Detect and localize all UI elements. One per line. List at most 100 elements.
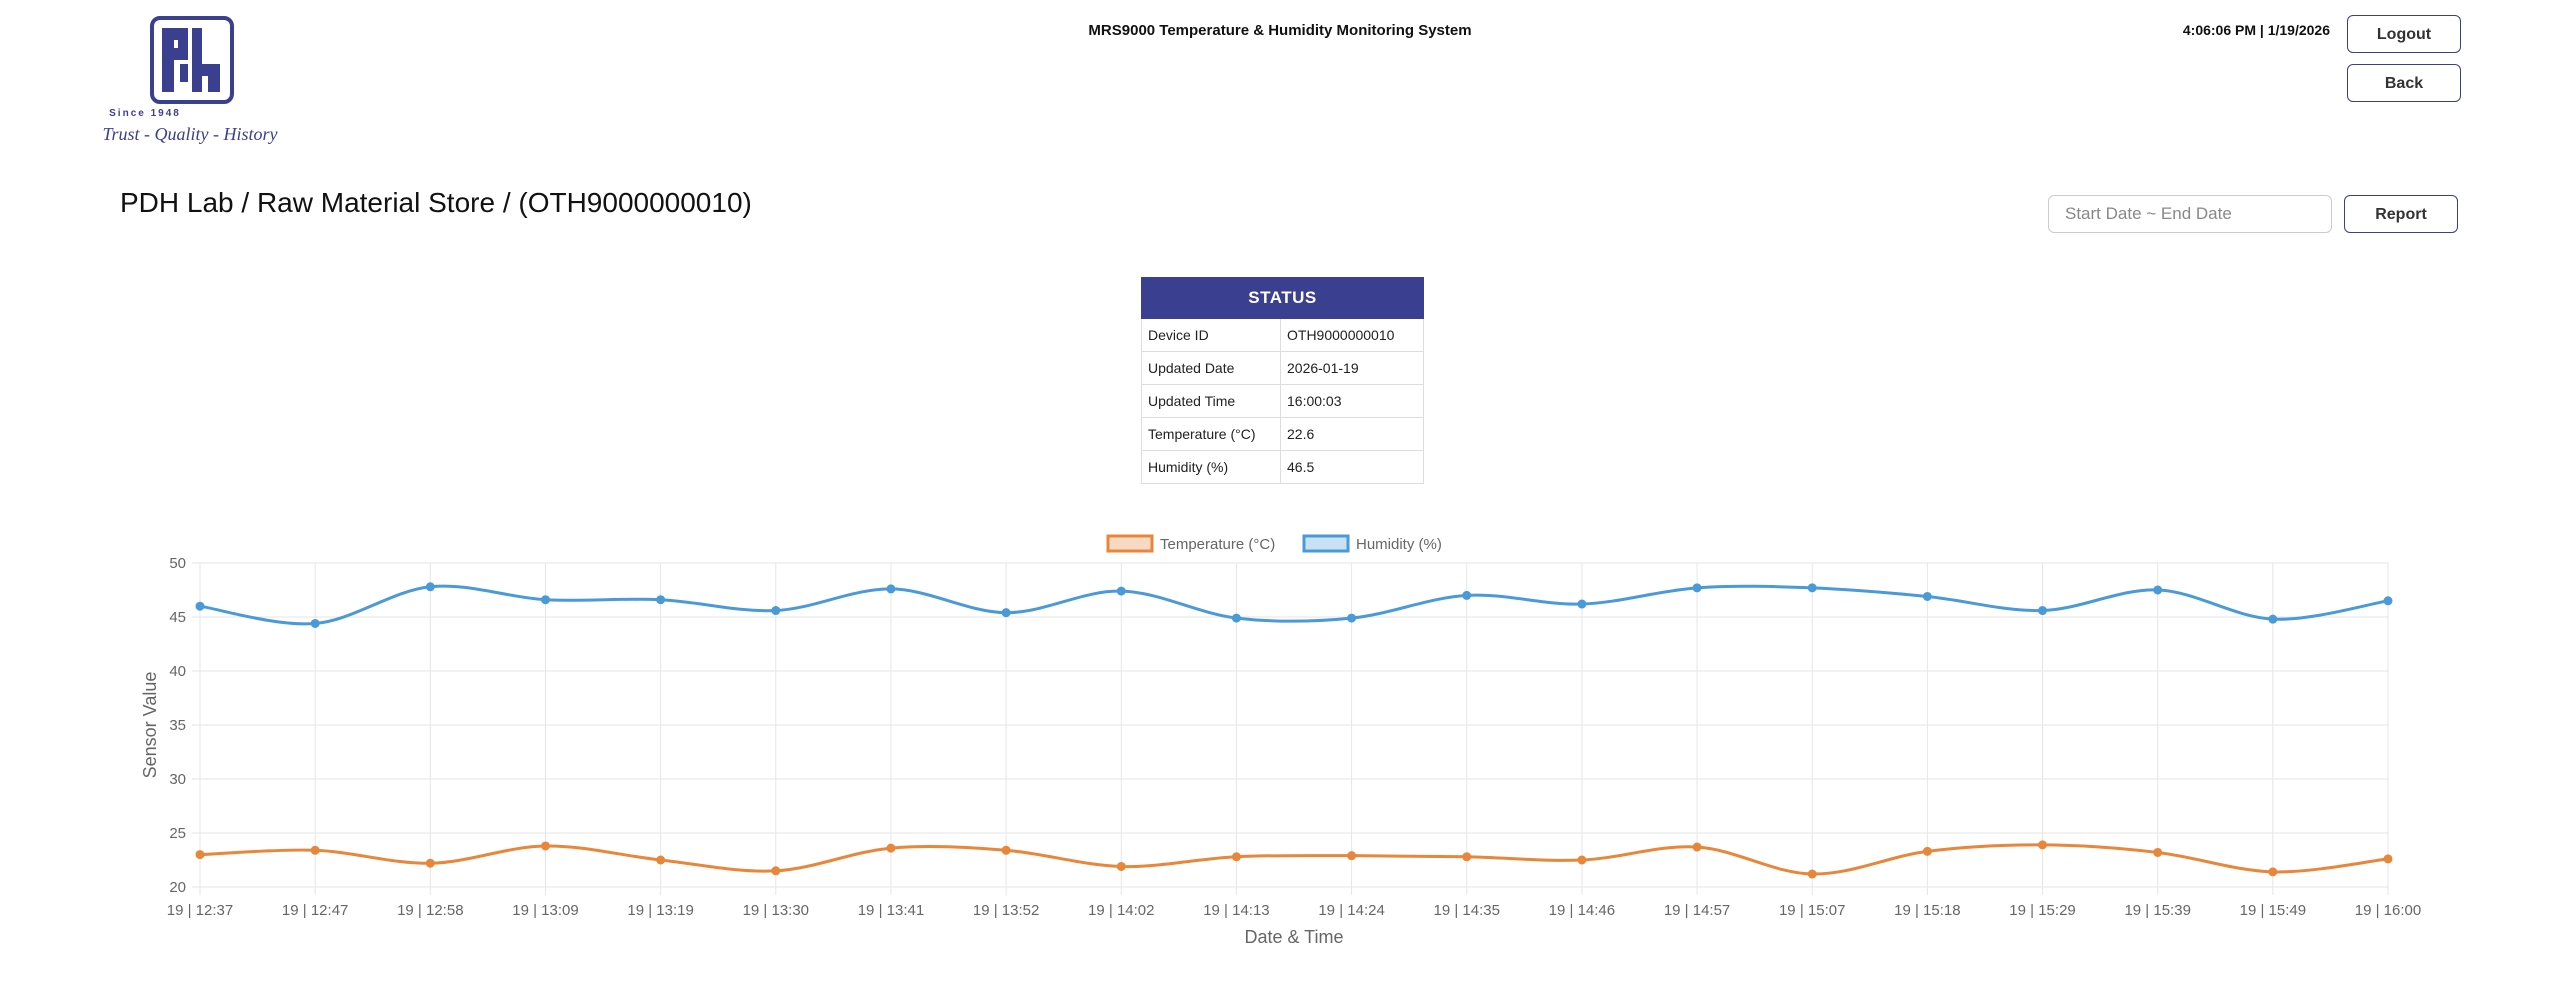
data-point <box>2153 847 2163 857</box>
x-tick-label: 19 | 13:19 <box>627 902 693 919</box>
legend-swatch <box>1106 534 1154 553</box>
report-button[interactable]: Report <box>2344 195 2458 233</box>
logo-since: Since 1948 <box>109 108 181 119</box>
app-title: MRS9000 Temperature & Humidity Monitorin… <box>1088 22 1472 39</box>
data-point <box>1692 842 1702 852</box>
x-tick-label: 19 | 13:52 <box>973 902 1039 919</box>
x-tick-label: 19 | 14:46 <box>1549 902 1615 919</box>
logo-mark <box>150 16 234 104</box>
x-tick-label: 19 | 14:24 <box>1318 902 1384 919</box>
data-point <box>310 845 320 855</box>
status-heading: STATUS <box>1141 277 1424 319</box>
status-value: 46.5 <box>1280 450 1424 484</box>
y-tick-label: 30 <box>169 771 186 788</box>
data-point <box>2268 614 2278 624</box>
status-row: Updated Date 2026-01-19 <box>1141 351 1424 385</box>
series-line <box>199 843 2389 876</box>
status-label: Humidity (%) <box>1141 450 1281 484</box>
data-point <box>1231 852 1241 862</box>
data-point <box>425 858 435 868</box>
data-point <box>2383 596 2393 606</box>
status-value: OTH9000000010 <box>1280 318 1424 352</box>
data-point <box>1577 599 1587 609</box>
data-point <box>1001 608 1011 618</box>
data-point <box>771 606 781 616</box>
x-tick-label: 19 | 16:00 <box>2355 902 2421 919</box>
x-tick-label: 19 | 15:29 <box>2009 902 2075 919</box>
status-label: Temperature (°C) <box>1141 417 1281 451</box>
legend-label: Humidity (%) <box>1356 536 1442 553</box>
data-point <box>1116 861 1126 871</box>
logo-slogan: Trust - Quality - History <box>102 124 278 144</box>
x-tick-label: 19 | 13:30 <box>743 902 809 919</box>
x-tick-label: 19 | 14:13 <box>1203 902 1269 919</box>
data-point <box>2038 840 2048 850</box>
y-tick-label: 50 <box>169 555 186 572</box>
data-point <box>195 850 205 860</box>
x-tick-label: 19 | 15:39 <box>2124 902 2190 919</box>
data-point <box>1231 613 1241 623</box>
data-point <box>1922 846 1932 856</box>
status-label: Device ID <box>1141 318 1281 352</box>
status-label: Updated Time <box>1141 384 1281 418</box>
status-label: Updated Date <box>1141 351 1281 385</box>
x-tick-label: 19 | 15:07 <box>1779 902 1845 919</box>
x-axis-title: Date & Time <box>1244 927 1343 947</box>
x-tick-label: 19 | 12:47 <box>282 902 348 919</box>
data-point <box>540 841 550 851</box>
status-value: 22.6 <box>1280 417 1424 451</box>
legend-label: Temperature (°C) <box>1160 536 1275 553</box>
data-point <box>1692 583 1702 593</box>
y-axis-title: Sensor Value <box>140 672 160 779</box>
y-tick-label: 45 <box>169 609 186 626</box>
data-point <box>2038 606 2048 616</box>
y-tick-label: 20 <box>169 879 186 896</box>
data-point <box>1001 845 1011 855</box>
data-point <box>1347 613 1357 623</box>
x-tick-label: 19 | 15:18 <box>1894 902 1960 919</box>
data-point <box>2268 867 2278 877</box>
data-point <box>1347 851 1357 861</box>
sensor-line-chart: 20 25 30 35 40 45 50 19 | 12:37 19 | 12:47 19 | 1… <box>140 534 2421 947</box>
data-point <box>656 855 666 865</box>
data-point <box>886 843 896 853</box>
x-tick-label: 19 | 12:37 <box>167 902 233 919</box>
breadcrumb: PDH Lab / Raw Material Store / (OTH90000… <box>120 187 752 218</box>
data-point <box>2383 854 2393 864</box>
data-point <box>1116 586 1126 596</box>
x-tick-label: 19 | 12:58 <box>397 902 463 919</box>
status-value: 2026-01-19 <box>1280 351 1424 385</box>
company-logo: Since 1948 Trust - Quality - History <box>95 12 278 152</box>
clock: 4:06:06 PM | 1/19/2026 <box>2182 22 2330 38</box>
x-tick-label: 19 | 13:09 <box>512 902 578 919</box>
logout-button[interactable]: Logout <box>2347 15 2461 53</box>
y-tick-label: 35 <box>169 717 186 734</box>
data-point <box>1807 869 1817 879</box>
status-row: Humidity (%) 46.5 <box>1141 450 1424 484</box>
x-tick-label: 19 | 14:35 <box>1434 902 1500 919</box>
status-row: Updated Time 16:00:03 <box>1141 384 1424 418</box>
x-tick-label: 19 | 13:41 <box>858 902 924 919</box>
data-point <box>425 582 435 592</box>
data-point <box>540 595 550 605</box>
data-point <box>195 601 205 611</box>
data-point <box>1577 855 1587 865</box>
status-value: 16:00:03 <box>1280 384 1424 418</box>
date-range-input[interactable] <box>2048 195 2332 233</box>
data-point <box>771 866 781 876</box>
x-tick-label: 19 | 14:57 <box>1664 902 1730 919</box>
x-tick-label: 19 | 15:49 <box>2240 902 2306 919</box>
y-tick-label: 25 <box>169 825 186 842</box>
status-row: Device ID OTH9000000010 <box>1141 318 1424 352</box>
series-line <box>199 584 2389 626</box>
data-point <box>656 595 666 605</box>
data-point <box>1462 852 1472 862</box>
data-point <box>1462 590 1472 600</box>
x-tick-label: 19 | 14:02 <box>1088 902 1154 919</box>
logo-monogram-icon <box>162 28 220 92</box>
data-point <box>310 618 320 628</box>
back-button[interactable]: Back <box>2347 64 2461 102</box>
data-point <box>886 584 896 594</box>
status-table: STATUS Device ID OTH9000000010 Updated Da… <box>1141 277 1424 484</box>
data-point <box>2153 585 2163 595</box>
